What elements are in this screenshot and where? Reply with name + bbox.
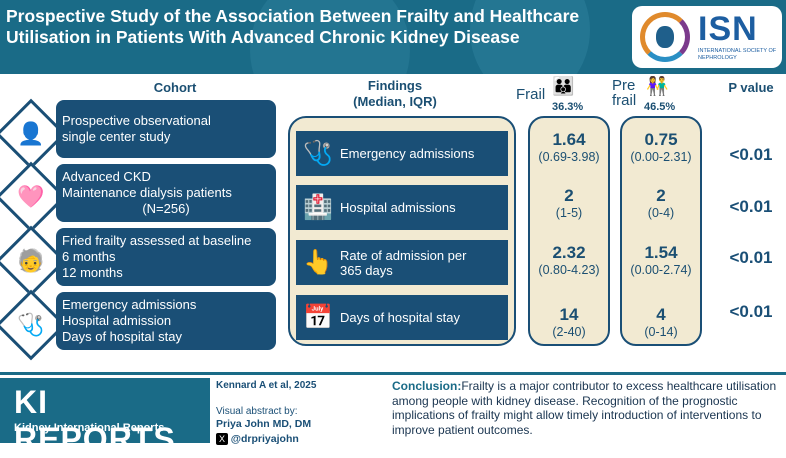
rating-icon: 👆	[303, 249, 333, 276]
person-badge-icon: 👤	[17, 121, 45, 146]
frail-heading: Frail	[516, 86, 546, 103]
finding-row: 🏥 Hospital admissions	[296, 185, 508, 230]
frail-percent: 36.3%	[552, 101, 584, 113]
hospital-icon: 🏥	[303, 194, 333, 221]
p-value: <0.01	[729, 302, 773, 321]
citation-block: Kennard A et al, 2025 Visual abstract by…	[216, 380, 317, 445]
page-title: Prospective Study of the Association Bet…	[6, 6, 580, 47]
patient-drip-icon: 🩺	[17, 312, 45, 337]
patient-drip-icon: 🩺	[303, 140, 333, 167]
pre-frail-value: 0.75 (0.00-2.31)	[630, 130, 692, 164]
ki-reports-logo: KI REPORTS Kidney International Reports	[0, 378, 210, 457]
p-value: <0.01	[729, 248, 773, 267]
finding-row: 📅 Days of hospital stay	[296, 295, 508, 340]
cohort-item: Prospective observational single center s…	[56, 100, 276, 158]
frail-value: 14 (2-40)	[552, 305, 586, 339]
frail-value: 2.32 (0.80-4.23)	[538, 243, 600, 277]
cohort-item: Advanced CKD Maintenance dialysis patient…	[56, 164, 276, 222]
cohort-item: Fried frailty assessed at baseline 6 mont…	[56, 228, 276, 286]
pre-frail-value: 1.54 (0.00-2.74)	[630, 243, 692, 277]
pre-frail-percent: 46.5%	[644, 101, 676, 113]
finding-row: 👆 Rate of admission per 365 days	[296, 240, 508, 285]
elderly-icon: 🧓	[17, 248, 45, 273]
dialysis-icon: 🩷	[17, 184, 45, 209]
p-value: <0.01	[729, 197, 773, 216]
findings-heading: Findings (Median, IQR)	[353, 78, 437, 109]
pre-frail-people-icon: 👫	[646, 76, 669, 96]
cohort-heading: Cohort	[153, 80, 197, 95]
calendar-icon: 📅	[303, 304, 333, 331]
p-value-heading: P value	[728, 80, 774, 95]
pre-frail-heading: Pre frail	[612, 77, 637, 109]
pre-frail-value: 4 (0-14)	[644, 305, 678, 339]
isn-logo: ISN INTERNATIONAL SOCIETY OF NEPHROLOGY	[632, 6, 782, 68]
frail-value: 2 (1-5)	[555, 186, 583, 220]
frail-people-icon: 👪	[552, 76, 575, 96]
frail-panel	[528, 116, 610, 346]
p-value: <0.01	[729, 145, 773, 164]
cohort-item: Emergency admissions Hospital admission Da…	[56, 292, 276, 350]
conclusion: Conclusion:Frailty is a major contributo…	[392, 379, 777, 437]
x-logo-icon: X	[216, 433, 228, 445]
pre-frail-panel	[620, 116, 702, 346]
frail-value: 1.64 (0.69-3.98)	[538, 130, 600, 164]
pre-frail-value: 2 (0-4)	[647, 186, 675, 220]
finding-row: 🩺 Emergency admissions	[296, 131, 508, 176]
isn-globe-icon	[640, 12, 690, 62]
header-banner: Prospective Study of the Association Bet…	[0, 0, 786, 74]
